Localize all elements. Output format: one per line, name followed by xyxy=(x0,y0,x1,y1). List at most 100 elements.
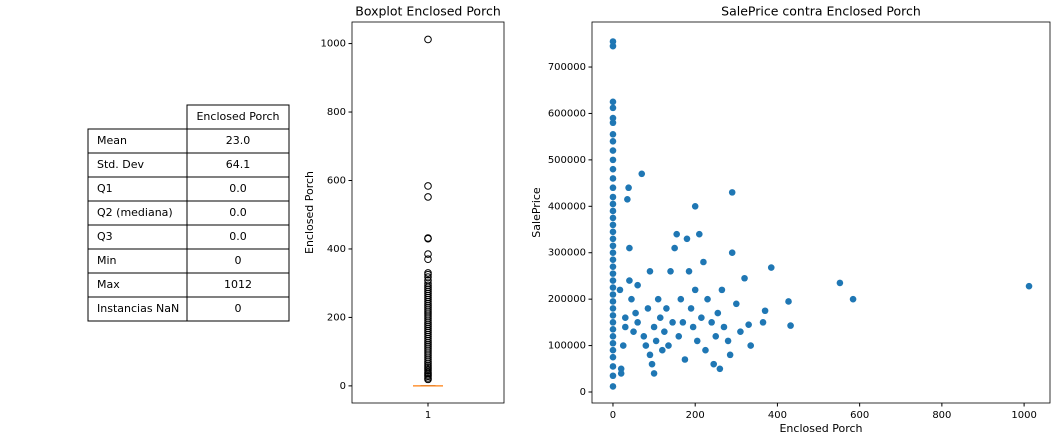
point xyxy=(634,281,641,289)
point xyxy=(761,307,769,315)
point xyxy=(609,131,617,138)
cell-value: 64.1 xyxy=(226,158,251,171)
point xyxy=(673,230,680,238)
point xyxy=(609,104,617,112)
x-tick-label: 200 xyxy=(686,410,705,421)
point xyxy=(704,295,711,303)
y-tick-label: 1000 xyxy=(321,39,346,50)
point xyxy=(617,365,625,373)
point xyxy=(689,323,697,331)
point xyxy=(759,319,767,326)
cell-value: 0.0 xyxy=(229,182,247,195)
point xyxy=(609,353,617,361)
point xyxy=(622,323,629,331)
point xyxy=(646,351,654,359)
point xyxy=(609,277,617,284)
point xyxy=(656,314,664,322)
point xyxy=(609,147,617,154)
point xyxy=(609,175,617,182)
point xyxy=(634,319,641,326)
table-cell xyxy=(186,296,290,322)
table-cell xyxy=(87,248,188,274)
point xyxy=(609,339,617,347)
x-tick-label: 800 xyxy=(932,410,951,421)
point xyxy=(733,300,740,308)
y-tick-label: 600 xyxy=(327,175,346,186)
point xyxy=(849,295,857,303)
y-tick-label: 500000 xyxy=(548,155,586,166)
point xyxy=(609,346,617,354)
point xyxy=(714,309,722,317)
point xyxy=(747,342,754,349)
point xyxy=(609,165,617,173)
point xyxy=(648,360,656,368)
point xyxy=(650,323,658,331)
y-tick-label: 400 xyxy=(327,244,346,255)
point xyxy=(609,291,617,298)
point xyxy=(609,256,617,263)
row-label: Max xyxy=(97,278,120,291)
point xyxy=(663,305,670,312)
point xyxy=(785,298,792,305)
point xyxy=(726,351,734,359)
point xyxy=(737,328,744,335)
flier xyxy=(424,234,432,242)
x-axis-label: Enclosed Porch xyxy=(779,422,862,435)
row-label: Q3 xyxy=(97,230,113,243)
point xyxy=(691,286,699,294)
x-tick-label: 1 xyxy=(425,410,431,421)
point xyxy=(609,214,617,222)
table-cell xyxy=(87,176,188,202)
flier xyxy=(424,276,432,285)
point xyxy=(609,184,617,192)
point xyxy=(632,309,639,317)
row-label: Min xyxy=(97,254,117,267)
point xyxy=(609,270,617,277)
point xyxy=(691,203,699,210)
point xyxy=(698,314,705,322)
row-label: Std. Dev xyxy=(97,158,145,171)
chart-title: SalePrice contra Enclosed Porch xyxy=(721,4,921,19)
point xyxy=(616,286,624,294)
point xyxy=(724,337,732,345)
point xyxy=(640,332,648,340)
cell-value: 23.0 xyxy=(226,134,251,147)
point xyxy=(609,138,617,145)
cell-value: 0 xyxy=(235,254,242,267)
point xyxy=(646,267,654,275)
table-cell xyxy=(87,224,188,250)
x-tick-label: 1000 xyxy=(1011,410,1036,421)
point xyxy=(609,383,617,390)
point xyxy=(677,295,685,303)
flier xyxy=(424,255,432,264)
point xyxy=(619,342,627,349)
axes-frame xyxy=(591,21,1051,404)
y-tick-label: 0 xyxy=(580,387,586,398)
point xyxy=(685,267,693,275)
row-label: Q2 (mediana) xyxy=(97,206,173,219)
point xyxy=(609,193,617,201)
row-label: Mean xyxy=(97,134,127,147)
point xyxy=(609,298,617,305)
point xyxy=(624,196,631,203)
point xyxy=(681,356,689,363)
point xyxy=(718,286,726,294)
y-tick-label: 800 xyxy=(327,107,346,118)
point xyxy=(716,365,724,373)
point xyxy=(628,295,635,303)
point xyxy=(630,328,637,335)
point xyxy=(609,284,617,291)
point xyxy=(609,221,617,229)
y-tick-label: 700000 xyxy=(548,62,586,73)
cell-value: 0.0 xyxy=(229,206,247,219)
point xyxy=(728,249,736,257)
point xyxy=(609,332,617,340)
point xyxy=(661,328,668,335)
point xyxy=(622,314,629,322)
flier xyxy=(424,35,432,44)
point xyxy=(609,363,617,370)
point xyxy=(609,228,617,236)
x-tick-label: 400 xyxy=(768,410,787,421)
